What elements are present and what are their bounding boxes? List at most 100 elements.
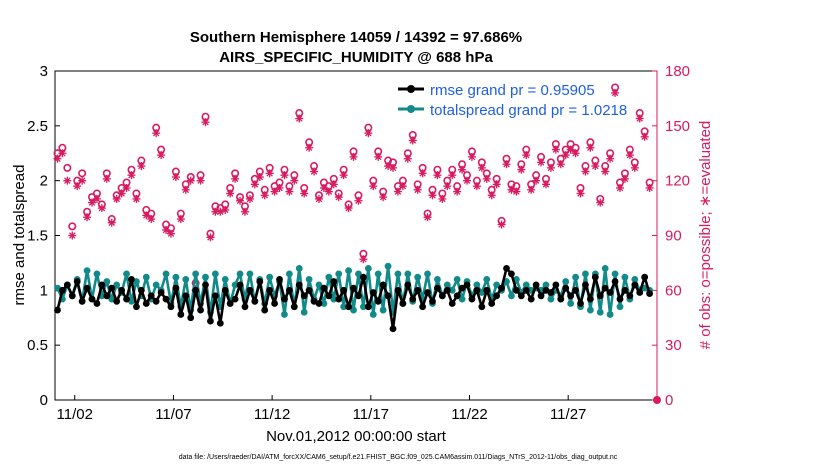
rmse-point <box>59 286 66 294</box>
totalspread-point <box>123 270 130 278</box>
obs-evaluated-point <box>157 151 166 160</box>
obs-evaluated-point <box>176 215 185 224</box>
obs-evaluated-point <box>275 183 284 192</box>
obs-evaluated-point <box>467 152 476 161</box>
rmse-point <box>73 278 81 285</box>
totalspread-point <box>285 270 293 278</box>
rmse-point <box>157 289 165 296</box>
obs-evaluated-point <box>255 173 264 182</box>
obs-evaluated-point <box>250 180 259 189</box>
obs-evaluated-point <box>186 176 195 185</box>
obs-evaluated-point <box>240 207 249 216</box>
obs-evaluated-point <box>379 193 388 202</box>
totalspread-point <box>103 278 111 285</box>
rmse-point <box>552 281 560 289</box>
totalspread-point <box>562 278 570 285</box>
rmse-point <box>636 289 644 296</box>
obs-evaluated-point <box>369 182 378 191</box>
y-tick-label: 1.5 <box>27 228 48 245</box>
rmse-point <box>103 292 111 300</box>
rmse-point <box>211 292 219 300</box>
rmse-point <box>364 303 372 311</box>
obs-evaluated-point <box>393 187 402 196</box>
obs-evaluated-point <box>270 187 279 196</box>
obs-evaluated-point <box>532 176 541 185</box>
rmse-point <box>202 281 209 289</box>
obs-evaluated-point <box>88 198 97 207</box>
obs-evaluated-point <box>112 194 121 203</box>
totalspread-point <box>611 270 619 278</box>
rmse-point <box>300 292 308 300</box>
totalspread-point <box>621 273 629 281</box>
rmse-point <box>557 295 565 303</box>
rmse-point <box>478 303 486 311</box>
obs-evaluated-point <box>487 191 496 200</box>
obs-evaluated-point <box>423 213 432 222</box>
rmse-point <box>246 286 254 294</box>
rmse-point <box>93 300 101 307</box>
obs-evaluated-point <box>290 176 299 185</box>
totalspread-point <box>221 275 229 283</box>
totalspread-point <box>379 306 387 314</box>
end-marker-point <box>653 396 661 404</box>
legend: rmse grand pr = 0.95905 totalspread gran… <box>398 82 627 119</box>
y-tick-label: 0 <box>40 392 48 409</box>
x-tick-label: 11/12 <box>254 406 290 423</box>
plot-frame <box>54 70 658 401</box>
rmse-point <box>488 300 496 307</box>
obs-evaluated-point <box>497 220 506 229</box>
legend-totalspread-marker <box>407 105 415 113</box>
totalspread-point <box>340 303 348 311</box>
obs-evaluated-point <box>517 165 526 174</box>
obs-evaluated-point <box>53 154 62 163</box>
obs-evaluated-point <box>107 218 116 227</box>
obs-evaluated-point <box>364 129 373 138</box>
obs-evaluated-point <box>413 185 422 194</box>
rmse-point <box>142 300 150 307</box>
rmse-point <box>123 295 130 303</box>
obs-possible-point <box>78 169 87 178</box>
obs-evaluated-point <box>285 187 294 196</box>
obs-evaluated-point <box>265 169 274 178</box>
totalspread-point <box>414 273 422 281</box>
totalspread-point <box>616 303 624 311</box>
obs-evaluated-point <box>389 163 398 172</box>
totalspread-point <box>434 275 441 283</box>
obs-evaluated-point <box>458 165 467 174</box>
rmse-point <box>374 297 382 305</box>
obs-evaluated-point <box>463 176 472 185</box>
rmse-point <box>438 292 446 300</box>
rmse-point <box>182 292 190 300</box>
totalspread-point <box>355 270 362 278</box>
obs-evaluated-point <box>477 163 486 172</box>
rmse-point <box>133 303 140 311</box>
obs-evaluated-point <box>571 149 580 158</box>
totalspread-point <box>330 295 338 303</box>
totalspread-point <box>458 295 466 303</box>
y2-tick-label: 150 <box>665 118 690 135</box>
totalspread-point <box>493 281 501 289</box>
rmse-point <box>399 300 407 307</box>
rmse-point <box>389 325 397 333</box>
obs-evaluated-point <box>541 180 550 189</box>
obs-evaluated-point <box>152 129 161 138</box>
totalspread-point <box>325 273 333 281</box>
rmse-point <box>369 289 377 296</box>
obs-evaluated-point <box>329 180 338 189</box>
totalspread-point <box>305 275 313 283</box>
totalspread-point <box>113 281 121 289</box>
obs-evaluated-point <box>551 145 560 154</box>
rmse-point <box>78 297 86 305</box>
y2-tick-label: 120 <box>665 173 690 190</box>
rmse-point <box>626 292 634 300</box>
obs-evaluated-point <box>162 226 171 235</box>
rmse-point <box>113 297 121 305</box>
rmse-point <box>646 290 653 298</box>
obs-evaluated-point <box>645 183 654 192</box>
obs-evaluated-point <box>147 215 156 224</box>
rmse-point <box>448 300 456 307</box>
obs-evaluated-point <box>117 189 126 198</box>
obs-evaluated-point <box>482 174 491 183</box>
rmse-point <box>261 306 269 314</box>
